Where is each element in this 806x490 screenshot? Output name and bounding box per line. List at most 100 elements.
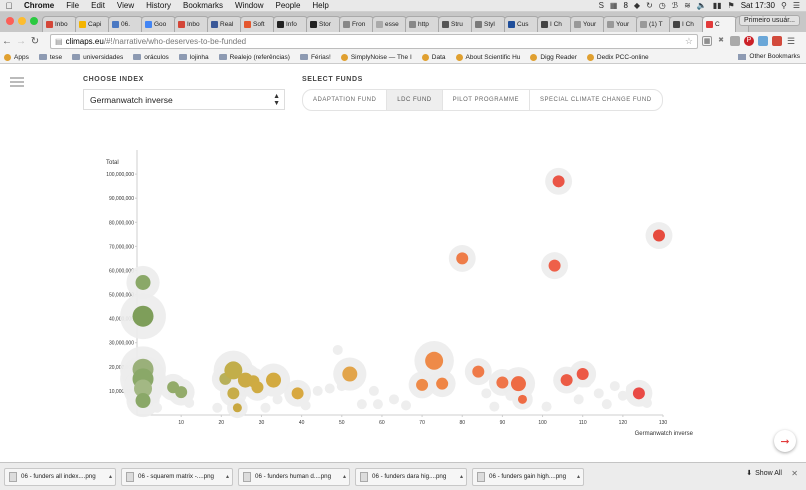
tab-favicon-icon	[574, 21, 581, 28]
download-menu-icon[interactable]: ▴	[108, 473, 112, 480]
browser-tab[interactable]: Stor	[306, 16, 341, 32]
wifi-icon[interactable]: ≋	[684, 1, 691, 10]
bookmark-item[interactable]: oráculos	[133, 54, 169, 61]
extension-red-icon[interactable]	[772, 36, 782, 46]
browser-tab[interactable]: Your	[570, 16, 605, 32]
back-arrow-icon[interactable]: ←	[2, 36, 12, 47]
extension-grey-icon[interactable]	[730, 36, 740, 46]
browser-tab[interactable]: I Ch	[537, 16, 572, 32]
menu-people[interactable]: People	[275, 1, 301, 10]
browser-tab[interactable]: C	[702, 16, 737, 32]
volume-icon[interactable]: 🔈	[696, 1, 707, 10]
notification-center-icon[interactable]: ☰	[792, 1, 800, 10]
browser-tab[interactable]: Capi	[75, 16, 110, 32]
close-window-button[interactable]	[6, 17, 14, 25]
bookmark-item[interactable]: SimplyNoise — The I	[340, 53, 412, 61]
browser-tab[interactable]: Stru	[438, 16, 473, 32]
hamburger-menu-icon[interactable]	[10, 77, 24, 89]
fund-pilot-programme[interactable]: PILOT PROGRAMME	[443, 90, 531, 110]
download-item[interactable]: 06 - funders all index....png ▴	[4, 467, 116, 486]
browser-tab[interactable]: Your	[603, 16, 638, 32]
other-bookmarks[interactable]: Other Bookmarks	[738, 53, 800, 60]
browser-tab[interactable]: I Ch	[669, 16, 704, 32]
apple-icon[interactable]: 	[0, 1, 18, 11]
bookmark-item[interactable]: Apps	[4, 53, 29, 61]
time-machine-icon[interactable]: ◷	[658, 1, 666, 10]
bookmark-item[interactable]: Férias!	[299, 54, 331, 61]
download-item[interactable]: 06 - funders gain high....png ▴	[472, 467, 584, 486]
extension-tools-icon[interactable]: ✖	[718, 37, 724, 44]
sync-icon[interactable]: ↻	[646, 1, 653, 10]
menubar-clock[interactable]: Sat 17:30	[740, 1, 775, 10]
browser-tab[interactable]: Cus	[504, 16, 539, 32]
extension-reader-icon[interactable]: ▦	[702, 36, 712, 46]
chrome-menu-icon[interactable]: ☰	[786, 36, 796, 46]
dropbox-icon[interactable]: ◆	[633, 1, 641, 10]
show-all-downloads-button[interactable]: ⬇ Show All	[746, 469, 782, 478]
fund-special-climate-change-fund[interactable]: SPECIAL CLIMATE CHANGE FUND	[530, 90, 662, 110]
browser-tab[interactable]: 06.	[108, 16, 143, 32]
bookmark-item[interactable]: About Scientific Hu	[455, 53, 520, 61]
data-point	[472, 365, 485, 378]
menu-window[interactable]: Window	[235, 1, 264, 10]
tab-label: Real	[220, 21, 234, 28]
download-item[interactable]: 06 - funders dara hig....png ▴	[355, 467, 467, 486]
choose-index-label: CHOOSE INDEX	[83, 76, 144, 83]
menu-app[interactable]: Chrome	[24, 1, 55, 10]
bookmark-item[interactable]: Realejo (referências)	[218, 54, 290, 61]
download-item[interactable]: 06 - funders human d....png ▴	[238, 467, 350, 486]
bookmark-item[interactable]: Data	[421, 53, 446, 61]
download-menu-icon[interactable]: ▴	[576, 473, 580, 480]
menu-bookmarks[interactable]: Bookmarks	[183, 1, 224, 10]
menu-history[interactable]: History	[146, 1, 172, 10]
menu-view[interactable]: View	[116, 1, 135, 10]
browser-tab[interactable]: Inbo	[42, 16, 77, 32]
flag-icon[interactable]: ⚑	[727, 1, 735, 10]
bookmark-item[interactable]: Dedix PCC-online	[586, 53, 649, 61]
bookmark-item[interactable]: universidades	[72, 54, 123, 61]
download-menu-icon[interactable]: ▴	[459, 473, 463, 480]
menu-edit[interactable]: Edit	[91, 1, 105, 10]
spotlight-search-icon[interactable]: ⚲	[780, 1, 787, 10]
browser-tab[interactable]: (1) T	[636, 16, 671, 32]
browser-tab[interactable]: Real	[207, 16, 242, 32]
reload-icon[interactable]: ↻	[30, 36, 40, 47]
browser-tab[interactable]: http	[405, 16, 440, 32]
menu-file[interactable]: File	[66, 1, 80, 10]
menu-help[interactable]: Help	[312, 1, 329, 10]
close-shelf-icon[interactable]: ✕	[791, 469, 798, 478]
bookmark-star-icon[interactable]: ☆	[684, 36, 693, 46]
browser-tab[interactable]: Styl	[471, 16, 506, 32]
extension-camera-icon[interactable]	[758, 36, 768, 46]
bookmark-item[interactable]: Digg Reader	[530, 53, 577, 61]
bookmark-item[interactable]: tese	[38, 54, 62, 61]
download-menu-icon[interactable]: ▴	[342, 473, 346, 480]
browser-tab[interactable]: Inbo	[174, 16, 209, 32]
download-menu-icon[interactable]: ▴	[225, 473, 229, 480]
minimize-window-button[interactable]	[18, 17, 26, 25]
bluetooth-icon[interactable]: ℬ	[671, 1, 679, 10]
next-arrow-button[interactable]: ➞	[774, 430, 796, 452]
browser-tab[interactable]: Soft	[240, 16, 275, 32]
bookmark-label: Dedix PCC-online	[596, 53, 649, 61]
zoom-window-button[interactable]	[30, 17, 38, 25]
evernote-badge-icon[interactable]: ▦	[609, 1, 618, 10]
download-item[interactable]: 06 - squarem matrix -....png ▴	[121, 467, 233, 486]
index-select[interactable]: Germanwatch inverse ▲ ▼	[83, 89, 285, 110]
browser-tab[interactable]: Info	[273, 16, 308, 32]
bookmark-item[interactable]: lojinha	[178, 54, 209, 61]
address-bar[interactable]: ▤ climaps.eu /#!/narrative/who-deserves-…	[50, 34, 698, 49]
forward-arrow-icon[interactable]: →	[16, 36, 26, 47]
page-info-icon[interactable]: ▤	[55, 37, 63, 46]
battery-icon[interactable]: ▮▮	[712, 1, 722, 10]
fund-ldc-fund[interactable]: LDC FUND	[387, 90, 443, 110]
data-point	[632, 387, 645, 400]
tab-favicon-icon	[409, 21, 416, 28]
browser-tab[interactable]: Fron	[339, 16, 374, 32]
profile-button[interactable]: Primeiro usuár...	[739, 15, 800, 26]
skype-icon[interactable]: S	[598, 1, 604, 10]
browser-tab[interactable]: Goo	[141, 16, 176, 32]
fund-adaptation-fund[interactable]: ADAPTATION FUND	[303, 90, 388, 110]
pinterest-icon[interactable]: P	[744, 36, 754, 46]
browser-tab[interactable]: esse	[372, 16, 407, 32]
